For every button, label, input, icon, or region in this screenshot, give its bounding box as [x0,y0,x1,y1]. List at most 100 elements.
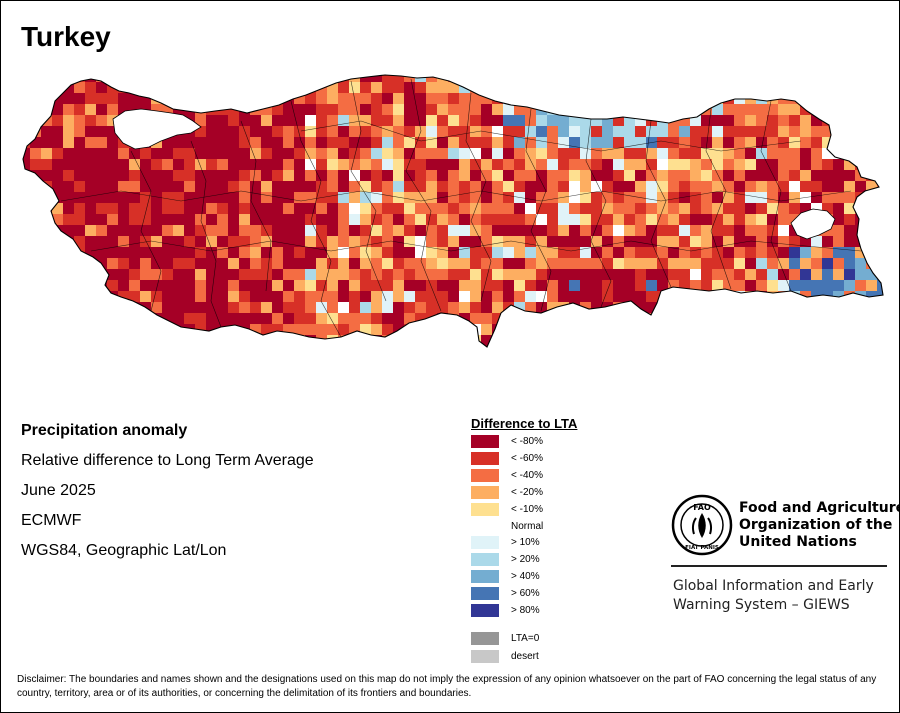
grid-cell [679,280,691,292]
grid-cell [767,93,779,105]
grid-cell [30,280,42,292]
grid-cell [393,214,405,226]
grid-cell [690,335,702,347]
grid-cell [349,258,361,270]
grid-cell [866,148,878,160]
grid-cell [173,148,185,160]
grid-cell [316,148,328,160]
grid-cell [811,280,823,292]
grid-cell [338,170,350,182]
grid-cell [140,159,152,171]
grid-cell [470,181,482,193]
grid-cell [382,93,394,105]
grid-cell [613,93,625,105]
grid-cell [822,104,834,116]
grid-cell [723,225,735,237]
grid-cell [690,192,702,204]
grid-cell [547,148,559,160]
grid-cell [404,335,416,347]
grid-cell [382,313,394,325]
grid-cell [371,181,383,193]
grid-cell [668,302,680,314]
grid-cell [250,280,262,292]
grid-cell [844,82,856,94]
grid-cell [327,291,339,303]
grid-cell [833,104,845,116]
grid-cell [41,104,53,116]
grid-cell [789,159,801,171]
legend-swatch [471,503,499,516]
grid-cell [547,181,559,193]
grid-cell [338,269,350,281]
grid-cell [778,75,790,83]
grid-cell [206,280,218,292]
grid-cell [701,82,713,94]
grid-cell [811,346,823,347]
grid-cell [690,203,702,215]
grid-cell [118,236,130,248]
grid-cell [734,269,746,281]
grid-cell [833,137,845,149]
grid-cell [800,126,812,138]
grid-cell [23,214,31,226]
grid-cell [261,225,273,237]
grid-cell [272,247,284,259]
grid-cell [382,170,394,182]
grid-cell [734,324,746,336]
grid-cell [107,181,119,193]
grid-cell [30,225,42,237]
grid-cell [404,181,416,193]
grid-cell [756,104,768,116]
grid-cell [140,170,152,182]
grid-cell [272,269,284,281]
grid-cell [778,280,790,292]
grid-cell [316,324,328,336]
grid-cell [701,126,713,138]
grid-cell [272,236,284,248]
grid-cell [800,247,812,259]
grid-cell [151,225,163,237]
grid-cell [569,203,581,215]
grid-cell [459,247,471,259]
grid-cell [503,324,515,336]
grid-cell [151,269,163,281]
grid-cell [239,247,251,259]
grid-cell [184,93,196,105]
grid-cell [338,258,350,270]
grid-cell [338,236,350,248]
grid-cell [569,236,581,248]
grid-cell [811,335,823,347]
grid-cell [866,159,878,171]
grid-cell [272,291,284,303]
grid-cell [822,148,834,160]
grid-cell [63,302,75,314]
grid-cell [679,93,691,105]
grid-cell [701,75,713,83]
grid-cell [118,203,130,215]
grid-cell [503,203,515,215]
grid-cell [41,148,53,160]
grid-cell [690,346,702,347]
grid-cell [195,236,207,248]
grid-cell [129,214,141,226]
grid-cell [492,225,504,237]
grid-cell [580,115,592,127]
grid-cell [338,225,350,237]
grid-cell [767,192,779,204]
grid-cell [822,313,834,325]
grid-cell [811,137,823,149]
grid-cell [23,346,31,347]
grid-cell [767,115,779,127]
grid-cell [118,75,130,83]
grid-cell [756,214,768,226]
grid-cell [327,82,339,94]
grid-cell [877,126,883,138]
grid-cell [602,170,614,182]
province-boundary [90,240,862,252]
grid-cell [778,247,790,259]
grid-cell [635,280,647,292]
grid-cell [569,280,581,292]
grid-cell [503,280,515,292]
grid-cell [503,258,515,270]
grid-cell [41,214,53,226]
